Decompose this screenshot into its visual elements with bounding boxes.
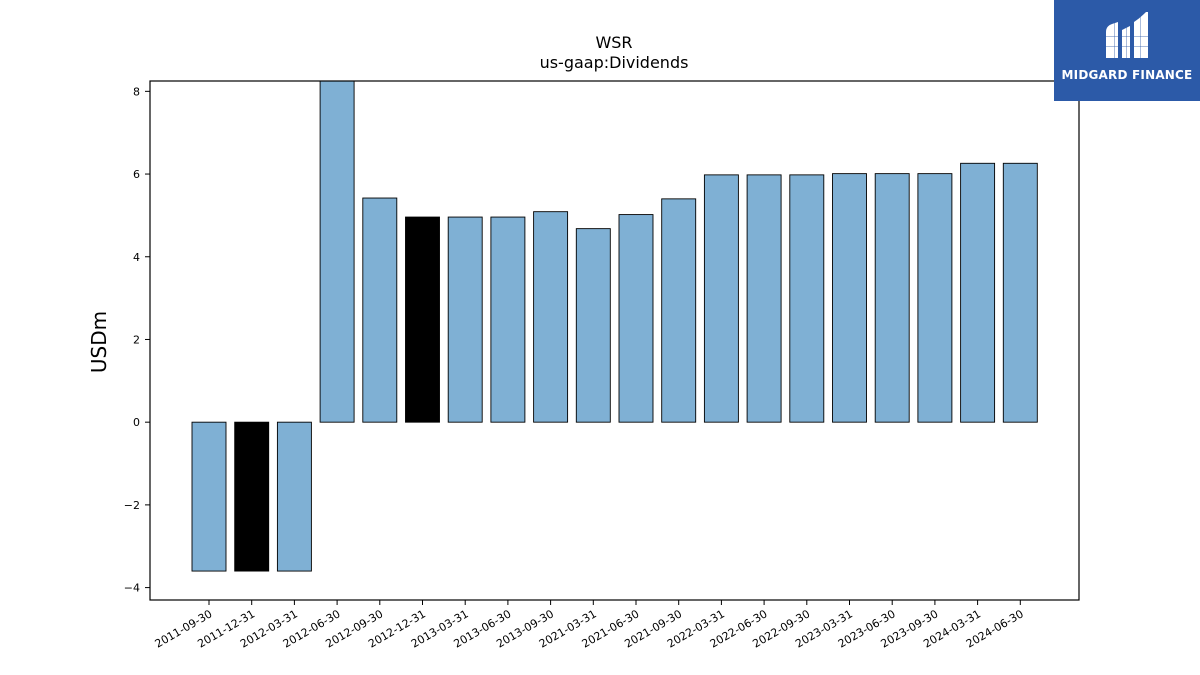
y-tick-label: 8: [133, 85, 140, 98]
bar-2024-06-30: [1002, 162, 1038, 423]
bar-2023-09-30: [917, 173, 953, 423]
bar-2013-06-30: [490, 216, 526, 423]
bar-2022-09-30: [789, 174, 825, 423]
bar-2013-09-30: [533, 211, 569, 423]
chart-title: WSR: [595, 33, 632, 52]
bar-2021-09-30: [661, 198, 697, 423]
chart-subtitle: us-gaap:Dividends: [540, 53, 689, 72]
y-tick-label: 0: [133, 416, 140, 429]
plot-area-frame: [149, 80, 1080, 601]
logo-text: MIDGARD FINANCE: [1061, 68, 1193, 82]
y-tick-label: 6: [133, 168, 140, 181]
bar-2022-03-31: [703, 174, 739, 423]
bar-2023-03-31: [832, 173, 867, 423]
midgard-logo-mark-icon: [1102, 12, 1152, 60]
y-tick-label: 2: [133, 333, 140, 346]
bar-2012-12-31: [405, 216, 440, 423]
bar-2024-03-31: [960, 162, 996, 423]
bar-2023-06-30: [874, 173, 910, 423]
bar-2021-03-31: [575, 228, 611, 423]
bar-2012-03-31: [276, 421, 312, 572]
y-tick-label: −4: [124, 582, 140, 595]
y-tick-label: −2: [124, 499, 140, 512]
midgard-finance-logo: MIDGARD FINANCE: [1054, 0, 1200, 101]
bar-2012-09-30: [362, 197, 398, 423]
bar-2011-09-30: [191, 421, 227, 572]
bar-2012-06-30: [319, 80, 355, 423]
bar-2021-06-30: [618, 214, 654, 423]
bar-2022-06-30: [746, 174, 782, 423]
bar-2011-12-31: [234, 421, 270, 572]
bar-2013-03-31: [447, 216, 483, 423]
y-tick-label: 4: [133, 251, 140, 264]
y-axis-label: USDm: [87, 311, 111, 373]
